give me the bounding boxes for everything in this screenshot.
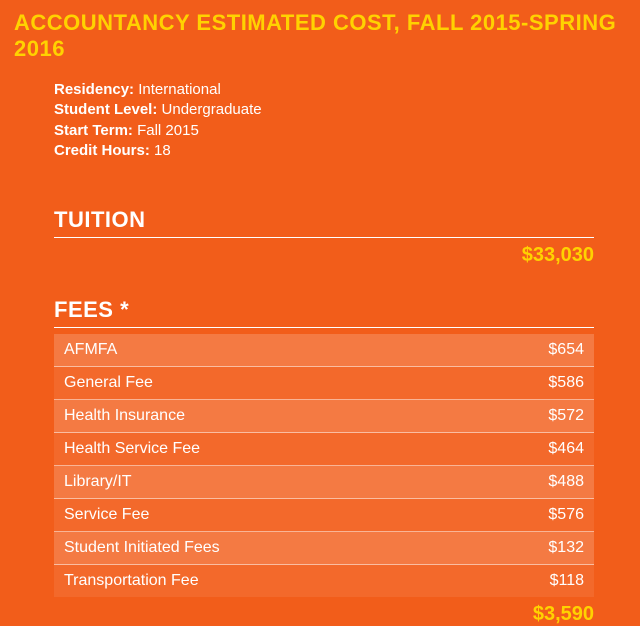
table-row: Transportation Fee$118 [54,565,594,598]
fee-label: AFMFA [54,334,464,367]
content: Residency: International Student Level: … [10,80,630,626]
fees-total: $3,590 [54,603,594,626]
fee-label: Health Service Fee [54,433,464,466]
meta-term-label: Start Term: [54,122,133,139]
meta-level: Student Level: Undergraduate [54,100,594,120]
meta-credits: Credit Hours: 18 [54,141,594,161]
table-row: Health Service Fee$464 [54,433,594,466]
tuition-total: $33,030 [54,244,594,267]
page-title: ACCOUNTANCY ESTIMATED COST, FALL 2015-SP… [10,10,630,62]
meta-term: Start Term: Fall 2015 [54,121,594,141]
table-row: AFMFA$654 [54,334,594,367]
table-row: Student Initiated Fees$132 [54,532,594,565]
fee-label: Health Insurance [54,400,464,433]
meta-credits-value: 18 [154,142,171,159]
meta-term-value: Fall 2015 [137,122,199,139]
meta-residency-label: Residency: [54,81,134,98]
student-meta: Residency: International Student Level: … [54,80,594,161]
page: ACCOUNTANCY ESTIMATED COST, FALL 2015-SP… [0,0,640,626]
fee-amount: $464 [464,433,594,466]
fee-amount: $586 [464,367,594,400]
tuition-heading: TUITION [54,207,594,238]
fee-label: General Fee [54,367,464,400]
fee-amount: $654 [464,334,594,367]
fee-amount: $132 [464,532,594,565]
meta-credits-label: Credit Hours: [54,142,150,159]
fee-amount: $576 [464,499,594,532]
fees-tbody: AFMFA$654General Fee$586Health Insurance… [54,334,594,597]
meta-residency: Residency: International [54,80,594,100]
fee-label: Service Fee [54,499,464,532]
table-row: Health Insurance$572 [54,400,594,433]
fee-amount: $118 [464,565,594,598]
fee-label: Student Initiated Fees [54,532,464,565]
fee-label: Transportation Fee [54,565,464,598]
table-row: General Fee$586 [54,367,594,400]
table-row: Service Fee$576 [54,499,594,532]
meta-level-label: Student Level: [54,101,157,118]
fees-heading: FEES * [54,297,594,328]
fee-label: Library/IT [54,466,464,499]
fee-amount: $488 [464,466,594,499]
meta-residency-value: International [138,81,221,98]
fees-table: AFMFA$654General Fee$586Health Insurance… [54,334,594,597]
fee-amount: $572 [464,400,594,433]
table-row: Library/IT$488 [54,466,594,499]
meta-level-value: Undergraduate [162,101,262,118]
